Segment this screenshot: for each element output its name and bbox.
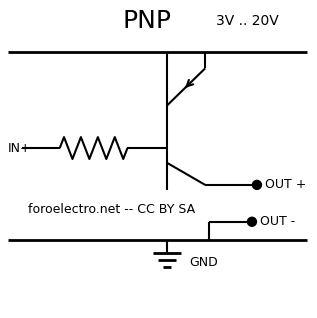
Text: OUT +: OUT +	[265, 178, 306, 191]
Circle shape	[248, 217, 256, 226]
Circle shape	[252, 180, 262, 190]
Text: PNP: PNP	[123, 9, 172, 32]
Text: GND: GND	[189, 256, 218, 269]
Text: foroelectro.net -- CC BY SA: foroelectro.net -- CC BY SA	[28, 203, 195, 216]
Text: IN+: IN+	[8, 142, 32, 155]
Text: 3V .. 20V: 3V .. 20V	[216, 14, 278, 28]
Text: OUT -: OUT -	[260, 215, 295, 228]
